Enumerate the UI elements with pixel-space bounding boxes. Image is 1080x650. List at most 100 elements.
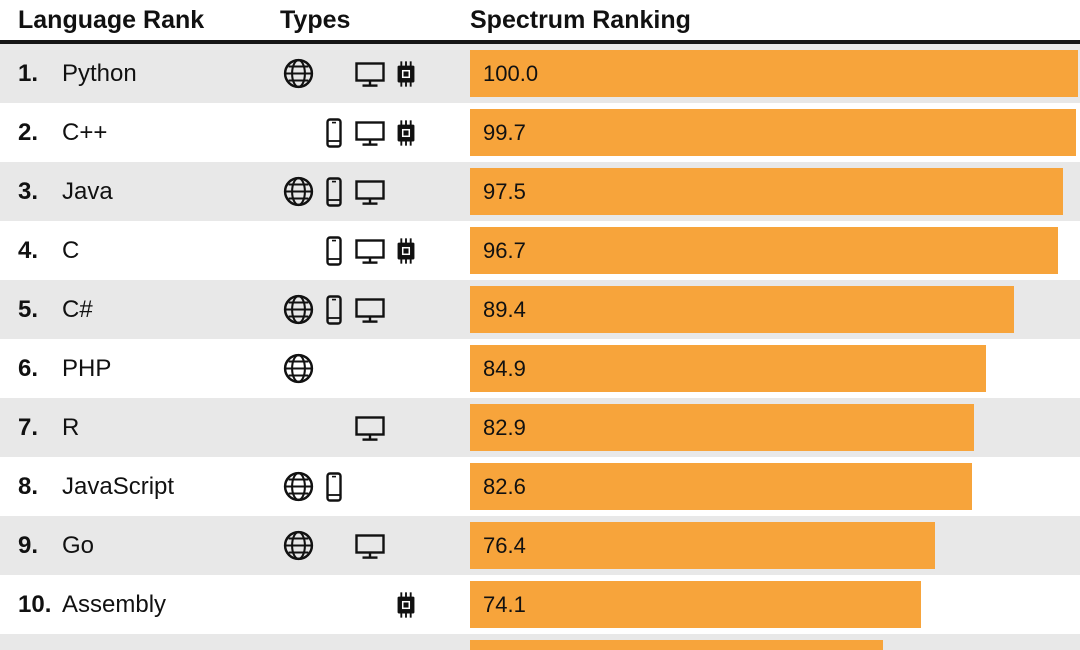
score-label: 96.7 — [483, 237, 526, 263]
table-row: 4. C — [0, 221, 1080, 280]
table-row: 2. C++ — [0, 103, 1080, 162]
table-row: 9. Go — [0, 516, 1080, 575]
bar-track: 97.5 — [470, 168, 1078, 215]
type-icons — [280, 410, 470, 446]
score-label: 76.4 — [483, 532, 526, 558]
type-icons — [280, 528, 470, 564]
monitor-icon — [352, 174, 388, 210]
smartphone-icon — [316, 115, 352, 151]
language-name: Assembly — [62, 590, 167, 618]
score-bar: 82.9 — [470, 404, 975, 451]
type-icons — [280, 469, 470, 505]
bar-track: 76.4 — [470, 522, 1078, 569]
type-icons — [280, 233, 470, 269]
rank-label: 4. — [18, 236, 39, 264]
table-row — [0, 634, 1080, 650]
bar-track: 89.4 — [470, 286, 1078, 333]
type-icons — [280, 646, 470, 650]
language-name: Python — [62, 59, 137, 87]
score-bar: 100.0 — [470, 50, 1078, 97]
smartphone-icon — [316, 292, 352, 328]
language-name: R — [62, 413, 80, 441]
score-bar: 89.4 — [470, 286, 1014, 333]
monitor-icon — [352, 292, 388, 328]
type-icons — [280, 587, 470, 623]
smartphone-icon — [316, 233, 352, 269]
rank-label: 6. — [18, 354, 39, 382]
bar-track: 96.7 — [470, 227, 1078, 274]
score-label: 100.0 — [483, 60, 539, 86]
score-label: 97.5 — [483, 178, 526, 204]
score-label: 82.9 — [483, 414, 526, 440]
type-icons — [280, 115, 470, 151]
score-label: 89.4 — [483, 296, 526, 322]
globe-icon — [280, 351, 316, 387]
bar-track: 84.9 — [470, 345, 1078, 392]
score-bar: 76.4 — [470, 522, 935, 569]
score-label: 84.9 — [483, 355, 526, 381]
score-bar: 74.1 — [470, 581, 921, 628]
table-header: Language Rank Types Spectrum Ranking — [0, 0, 1080, 44]
rank-label: 10. — [18, 590, 52, 618]
table-row: 5. C# — [0, 280, 1080, 339]
col-header-types: Types — [280, 5, 351, 34]
table-row: 8. JavaScript — [0, 457, 1080, 516]
table-row: 7. R — [0, 398, 1080, 457]
smartphone-icon — [316, 469, 352, 505]
bar-track — [470, 640, 1078, 650]
language-name: Java — [62, 177, 113, 205]
score-bar: 82.6 — [470, 463, 973, 510]
monitor-icon — [352, 115, 388, 151]
chip-icon — [388, 587, 424, 623]
score-label: 74.1 — [483, 591, 526, 617]
globe-icon — [280, 469, 316, 505]
smartphone-icon — [316, 174, 352, 210]
bar-track: 82.9 — [470, 404, 1078, 451]
globe-icon — [280, 292, 316, 328]
table-body: 1. Python — [0, 44, 1080, 650]
chip-icon — [388, 115, 424, 151]
bar-track: 82.6 — [470, 463, 1078, 510]
score-bar: 97.5 — [470, 168, 1063, 215]
rank-label: 5. — [18, 295, 39, 323]
table-row: 10. Assembly — [0, 575, 1080, 634]
bar-track: 74.1 — [470, 581, 1078, 628]
globe-icon — [280, 174, 316, 210]
col-header-spectrum-ranking: Spectrum Ranking — [470, 5, 691, 34]
rank-label: 7. — [18, 413, 39, 441]
language-name: Go — [62, 531, 95, 559]
table-row: 6. PHP — [0, 339, 1080, 398]
language-name: C — [62, 236, 80, 264]
rank-label: 9. — [18, 531, 39, 559]
globe-icon — [280, 528, 316, 564]
bar-track: 99.7 — [470, 109, 1078, 156]
chip-icon — [388, 233, 424, 269]
globe-icon — [280, 56, 316, 92]
type-icons — [280, 292, 470, 328]
col-header-language-rank: Language Rank — [18, 5, 205, 34]
score-label: 82.6 — [483, 473, 526, 499]
score-bar: 84.9 — [470, 345, 987, 392]
rank-label: 1. — [18, 59, 39, 87]
monitor-icon — [352, 646, 388, 650]
language-name: JavaScript — [62, 472, 175, 500]
rank-label: 8. — [18, 472, 39, 500]
score-bar — [470, 640, 884, 650]
language-name: PHP — [62, 354, 112, 382]
rank-label: 3. — [18, 177, 39, 205]
monitor-icon — [352, 233, 388, 269]
monitor-icon — [352, 410, 388, 446]
type-icons — [280, 56, 470, 92]
score-bar: 96.7 — [470, 227, 1058, 274]
chip-icon — [388, 56, 424, 92]
rank-label: 2. — [18, 118, 39, 146]
bar-track: 100.0 — [470, 50, 1078, 97]
monitor-icon — [352, 56, 388, 92]
score-label: 99.7 — [483, 119, 526, 145]
language-name: C# — [62, 295, 93, 323]
table-row: 1. Python — [0, 44, 1080, 103]
language-name: C++ — [62, 118, 108, 146]
table-row: 3. Java — [0, 162, 1080, 221]
type-icons — [280, 174, 470, 210]
